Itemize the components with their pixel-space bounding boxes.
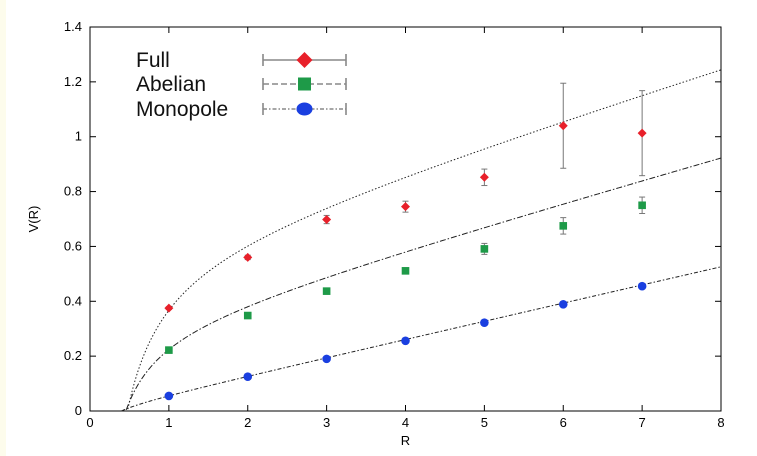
point-monopole — [637, 281, 647, 291]
x-tick-label: 6 — [560, 415, 567, 430]
point-monopole — [558, 300, 568, 309]
plot-axes: 0 1 2 3 4 5 6 7 8 0 0.2 0.4 0.6 0.8 1 1.2 1.4 R V(R) — [26, 19, 725, 448]
point-monopole — [401, 336, 410, 346]
y-axis-title: V(R) — [26, 206, 41, 233]
x-tick-label: 7 — [639, 415, 646, 430]
x-axis-title: R — [401, 433, 410, 448]
legend-marker-full — [296, 52, 313, 68]
legend-label-full: Full — [136, 49, 170, 72]
point-abelian — [322, 287, 331, 295]
point-full — [401, 202, 410, 212]
y-tick-label: 1 — [75, 129, 82, 144]
point-full — [637, 128, 647, 138]
fit-curve-abelian — [125, 157, 722, 411]
legend-marker-monopole — [296, 102, 313, 116]
point-monopole — [480, 318, 489, 327]
y-tick-label: 1.2 — [64, 74, 82, 89]
legend-marker-abelian — [298, 77, 311, 91]
y-tick-label: 0.8 — [64, 184, 82, 199]
point-monopole — [322, 354, 331, 364]
point-full — [322, 215, 332, 225]
fit-curve-full — [127, 69, 722, 410]
point-monopole — [243, 372, 253, 382]
point-abelian — [243, 311, 252, 320]
data-points — [164, 82, 647, 401]
legend-label-monopole: Monopole — [136, 98, 228, 121]
point-abelian — [165, 346, 173, 354]
point-full — [164, 303, 174, 313]
point-abelian — [559, 222, 568, 230]
y-tick-label: 0.6 — [64, 238, 82, 253]
y-tick-label: 0 — [75, 403, 82, 418]
x-tick-label: 3 — [323, 415, 330, 430]
point-abelian — [638, 201, 646, 210]
point-full — [243, 252, 253, 262]
x-tick-label: 8 — [717, 415, 724, 430]
point-abelian — [401, 267, 410, 275]
chart-frame: 0 1 2 3 4 5 6 7 8 0 0.2 0.4 0.6 0.8 1 1.2 1.4 R V(R) Full A… — [6, 0, 757, 456]
y-tick-label: 0.4 — [64, 293, 82, 308]
fit-curves — [121, 69, 722, 412]
x-tick-label: 4 — [402, 415, 409, 430]
potential-chart: 0 1 2 3 4 5 6 7 8 0 0.2 0.4 0.6 0.8 1 1.2 1.4 R V(R) FullA… — [26, 19, 725, 448]
x-tick-label: 1 — [165, 415, 172, 430]
y-tick-label: 0.2 — [64, 348, 82, 363]
point-full — [558, 121, 568, 131]
point-full — [479, 172, 489, 182]
x-tick-label: 2 — [244, 415, 251, 430]
point-abelian — [480, 245, 489, 253]
fit-curve-monopole — [121, 266, 722, 412]
point-monopole — [164, 391, 174, 401]
x-tick-label: 5 — [481, 415, 488, 430]
y-tick-label: 1.4 — [64, 19, 82, 34]
legend-label-abelian: Abelian — [136, 73, 206, 96]
x-tick-label: 0 — [86, 415, 93, 430]
